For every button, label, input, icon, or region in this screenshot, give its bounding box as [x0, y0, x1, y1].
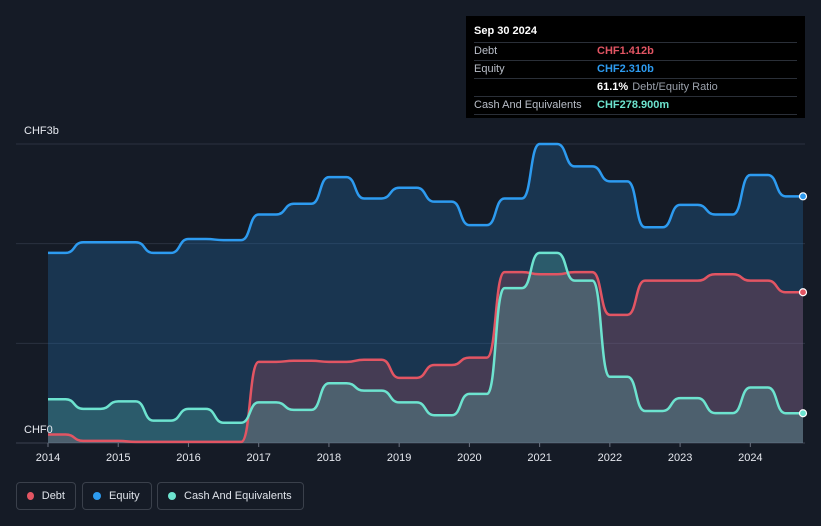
legend-equity-swatch	[93, 492, 101, 500]
x-axis-ticks: 2014 2015 2016 2017 2018 2019 2020 2021 2022 2023…	[36, 443, 763, 464]
legend-debt[interactable]: Debt	[16, 482, 76, 510]
x-tick-label: 2017	[246, 452, 270, 464]
x-tick-label: 2019	[387, 452, 411, 464]
x-tick-label: 2022	[598, 452, 622, 464]
equity-end-point	[798, 192, 808, 201]
legend-debt-swatch	[27, 492, 34, 500]
tooltip-row-ratio: 61.1% Debt/Equity Ratio	[474, 78, 797, 96]
legend-cash-swatch	[168, 492, 176, 500]
tooltip-ratio-value: 61.1%	[597, 81, 629, 93]
legend-equity[interactable]: Equity	[82, 482, 152, 510]
tooltip-ratio-label-spacer	[474, 79, 597, 96]
tooltip-cash-value: CHF278.900m	[597, 99, 670, 111]
tooltip-equity-label: Equity	[474, 63, 505, 75]
series-end-markers	[798, 192, 808, 418]
y-axis-bottom-label: CHF0	[24, 424, 53, 436]
x-tick-label: 2020	[457, 452, 481, 464]
x-tick-label: 2015	[106, 452, 130, 464]
series-lines	[48, 142, 803, 444]
tooltip-row-equity: Equity CHF2.310b	[474, 60, 797, 78]
cash-and-equivalents-area	[48, 252, 803, 443]
x-tick-label: 2018	[317, 452, 341, 464]
x-tick-label: 2014	[36, 452, 60, 464]
x-tick-label: 2016	[176, 452, 200, 464]
equity-line	[48, 142, 803, 255]
x-tick-label: 2021	[527, 452, 551, 464]
tooltip-equity-value: CHF2.310b	[597, 63, 654, 75]
y-axis-top-label: CHF3b	[24, 125, 59, 137]
debt-end-point	[798, 288, 808, 297]
tooltip-ratio-label: Debt/Equity Ratio	[632, 81, 718, 93]
tooltip-debt-value: CHF1.412b	[597, 45, 654, 57]
tooltip-debt-label: Debt	[474, 45, 498, 57]
tooltip-panel: Sep 30 2024 Debt CHF1.412b Equity CHF2.3…	[466, 16, 805, 118]
tooltip-row-cash: Cash And Equivalents CHF278.900m	[474, 96, 797, 115]
legend-equity-label: Equity	[109, 490, 140, 502]
x-tick-label: 2024	[738, 452, 762, 464]
legend-debt-label: Debt	[41, 490, 65, 502]
equity-area	[48, 144, 803, 443]
legend-cash-label: Cash And Equivalents	[184, 490, 292, 502]
x-tick-label: 2023	[668, 452, 692, 464]
legend-cash[interactable]: Cash And Equivalents	[157, 482, 304, 510]
tooltip-row-debt: Debt CHF1.412b	[474, 42, 797, 60]
tooltip-cash-label: Cash And Equivalents	[474, 99, 582, 111]
cash-and-equivalents-end-point	[798, 409, 808, 418]
cash-and-equivalents-line	[48, 251, 803, 424]
tooltip-date: Sep 30 2024	[474, 25, 537, 37]
